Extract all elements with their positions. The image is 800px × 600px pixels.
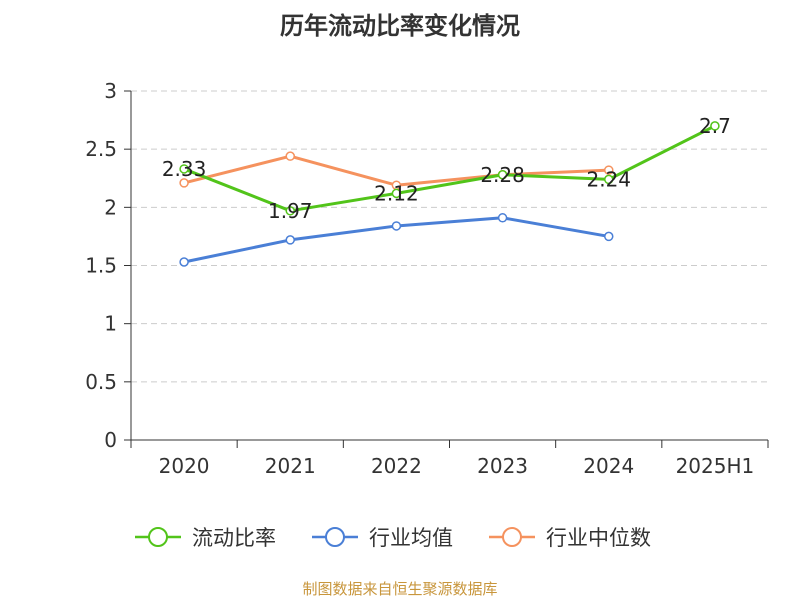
data-label: 2.7 [699,114,731,138]
legend-label: 行业均值 [369,526,453,550]
data-point [604,165,614,175]
data-label: 2.28 [480,163,525,187]
data-point [179,164,189,174]
data-point [391,188,402,199]
data-point [604,231,614,242]
data-point [391,221,402,231]
x-tick-label: 2022 [371,454,422,478]
data-label: 1.97 [268,199,313,223]
y-tick-label: 0.5 [85,370,117,394]
y-tick-label: 2.5 [85,137,117,161]
legend-swatch-marker [325,527,345,547]
x-tick-label: 2024 [583,454,634,478]
data-point [604,174,614,185]
legend-swatch-marker [148,527,168,547]
legend-swatch-marker [502,527,522,547]
x-tick-label: 2025H1 [676,454,755,478]
series-line [183,124,716,213]
y-tick-label: 1 [104,312,117,336]
data-point [285,235,295,245]
data-label: 2.33 [162,157,207,181]
legend-label: 行业中位数 [546,526,651,550]
y-tick-label: 2 [104,195,117,219]
data-point [710,121,720,131]
y-tick-label: 0 [104,428,117,452]
legend-label: 流动比率 [192,526,276,550]
data-point [179,257,189,267]
data-point [285,151,295,161]
y-tick-label: 1.5 [85,254,117,278]
x-tick-label: 2021 [265,454,316,478]
chart-title: 历年流动比率变化情况 [280,12,520,40]
y-tick-label: 3 [104,79,117,103]
data-point [497,170,508,180]
data-point [285,206,295,216]
data-point [179,178,189,188]
x-tick-label: 2023 [477,454,528,478]
source-note: 制图数据来自恒生聚源数据库 [302,580,498,598]
x-tick-label: 2020 [159,454,210,478]
data-label: 2.12 [374,181,419,205]
data-point [497,213,508,223]
data-label: 2.24 [586,167,631,191]
